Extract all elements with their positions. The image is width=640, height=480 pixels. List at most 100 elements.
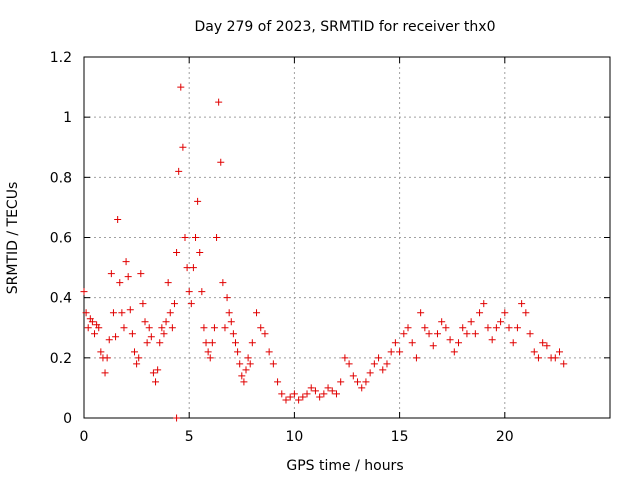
data-point [173,249,181,257]
data-point [476,309,484,317]
data-point [383,360,391,368]
data-point [137,270,145,278]
data-point [206,354,214,362]
data-point [467,318,475,326]
data-point [80,288,88,296]
x-tick-label: 15 [391,429,409,445]
data-point [122,258,130,266]
data-point [442,324,450,332]
data-point [425,330,433,338]
data-point [204,348,212,356]
data-point [147,333,155,341]
x-tick-label: 10 [285,429,303,445]
data-point [417,309,425,317]
data-point [170,300,178,308]
data-point [177,83,185,91]
data-point [354,378,362,386]
data-point [261,330,269,338]
data-point [124,273,132,281]
data-point [375,354,383,362]
data-point [175,167,183,175]
data-point [126,306,134,314]
data-point [135,354,143,362]
data-point [97,348,105,356]
data-point [396,348,404,356]
data-point [446,336,454,344]
data-point [341,354,349,362]
data-point [560,360,568,368]
tick-labels: 0 0.2 0.4 0.6 0.8 1 1.2 0 5 10 15 20 [50,50,514,445]
data-point [187,300,195,308]
data-point [133,360,141,368]
y-tick-label: 1 [63,110,72,126]
data-point [290,390,298,398]
data-point [162,318,170,326]
data-point [328,387,336,395]
data-point [459,324,467,332]
data-point [194,197,202,205]
data-point [107,270,115,278]
data-point [253,309,261,317]
data-point [88,318,96,326]
data-point [196,249,204,257]
data-point [118,309,126,317]
data-point [210,324,218,332]
data-point [387,348,395,356]
data-point [236,360,244,368]
data-point [149,369,157,377]
data-point [166,309,174,317]
data-point [505,324,513,332]
data-point [391,339,399,347]
data-point [463,330,471,338]
data-point [400,330,408,338]
data-point [358,384,366,392]
data-point [173,414,181,422]
y-tick-label: 1.2 [50,50,72,66]
data-point [370,360,378,368]
data-point [522,309,530,317]
data-point [219,279,227,287]
data-point [518,300,526,308]
data-point [242,366,250,374]
data-point [379,366,387,374]
data-point [221,324,229,332]
data-point [404,324,412,332]
data-point [234,348,242,356]
x-tick-label: 0 [80,429,89,445]
data-point [248,339,256,347]
data-point [320,390,328,398]
data-point [509,339,517,347]
data-point [429,342,437,350]
data-point [551,354,559,362]
data-point [316,393,324,401]
data-point [455,339,463,347]
y-axis-title: SRMTID / TECUs [5,182,21,295]
data-point [103,354,111,362]
data-point [158,324,166,332]
y-tick-label: 0.6 [50,231,72,247]
data-point [534,354,542,362]
data-point [112,333,120,341]
data-point [101,369,109,377]
data-point [246,360,254,368]
data-point [227,318,235,326]
data-point [114,215,122,223]
data-point [257,324,265,332]
data-point [471,330,479,338]
data-point [189,264,197,272]
data-point [200,324,208,332]
data-point [412,354,420,362]
data-point [198,288,206,296]
grid-lines [84,57,610,418]
data-point [202,339,210,347]
data-point [497,318,505,326]
data-point [484,324,492,332]
data-point [192,234,200,241]
data-point [154,366,162,374]
y-tick-label: 0 [63,411,72,427]
data-point [324,384,332,392]
data-point [265,348,273,356]
data-point [480,300,488,308]
